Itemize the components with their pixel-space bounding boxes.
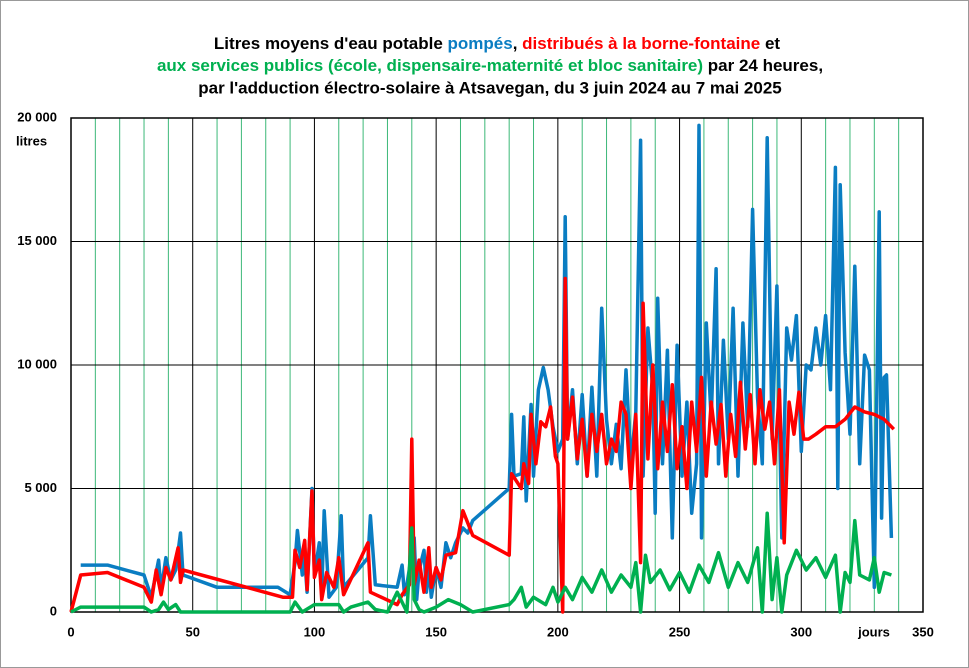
- y-tick-label: 15 000: [17, 233, 57, 248]
- x-tick-label: 50: [185, 624, 199, 639]
- x-axis-label: jours: [857, 624, 890, 639]
- x-tick-label: 350: [912, 624, 934, 639]
- x-tick-label: 0: [67, 624, 74, 639]
- y-tick-label: 5 000: [24, 480, 57, 495]
- title-part: ,: [513, 34, 522, 53]
- legend-entry: aux services publics (école, dispensaire…: [157, 56, 703, 75]
- x-tick-label: 250: [669, 624, 691, 639]
- x-tick-label: 300: [790, 624, 812, 639]
- chart-title: aux services publics (école, dispensaire…: [157, 56, 823, 75]
- x-tick-label: 150: [425, 624, 447, 639]
- chart-title: Litres moyens d'eau potable pompés, dist…: [214, 34, 780, 53]
- chart-title: par l'adduction électro-solaire à Atsave…: [198, 78, 782, 97]
- series-line: [69, 276, 896, 614]
- legend-entry: distribués à la borne-fontaine: [522, 34, 760, 53]
- x-tick-label: 200: [547, 624, 569, 639]
- x-tick-label: 100: [304, 624, 326, 639]
- title-part: Litres moyens d'eau potable: [214, 34, 448, 53]
- y-axis-label: litres: [16, 133, 47, 148]
- y-tick-label: 20 000: [17, 109, 57, 124]
- plot-border: [70, 117, 924, 613]
- title-part: et: [760, 34, 780, 53]
- y-tick-label: 10 000: [17, 356, 57, 371]
- y-tick-label: 0: [50, 603, 57, 618]
- title-part: par 24 heures,: [703, 56, 823, 75]
- legend-entry: pompés: [448, 34, 513, 53]
- series-line: [70, 511, 892, 614]
